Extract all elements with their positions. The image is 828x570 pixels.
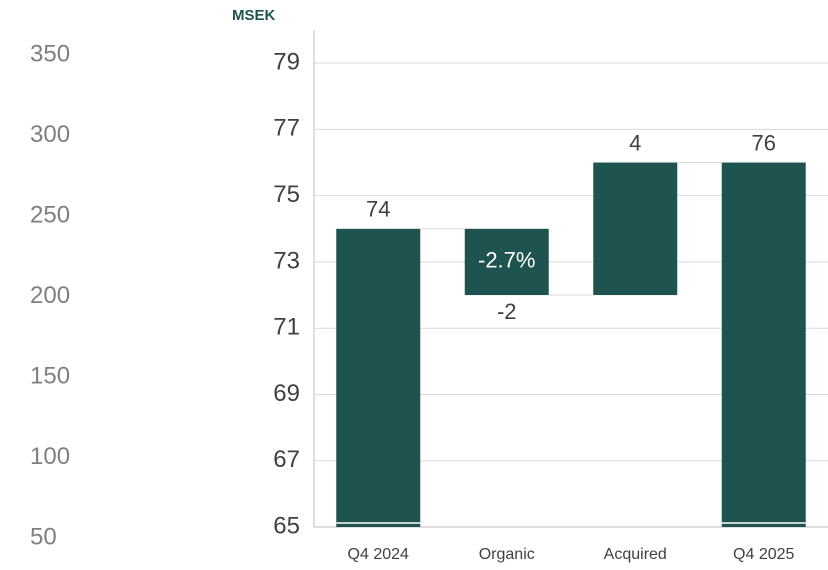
y2-tick-label: 100 xyxy=(30,443,70,470)
bar xyxy=(336,228,421,528)
y-tick-label: 79 xyxy=(273,48,300,75)
y2-tick-label: 250 xyxy=(30,201,70,228)
bar xyxy=(721,162,806,528)
value-label: 4 xyxy=(629,130,641,155)
annotation: -2.7% xyxy=(478,248,535,273)
y-tick-label: 77 xyxy=(273,115,300,142)
x-tick-label: Q4 2024 xyxy=(348,546,409,563)
x-tick-label: Organic xyxy=(479,546,535,563)
x-tick-label: Acquired xyxy=(604,546,667,563)
y2-tick-label: 350 xyxy=(30,40,70,67)
y2-tick-label: 200 xyxy=(30,282,70,309)
y-axis-label: MSEK xyxy=(232,7,276,24)
y-tick-label: 69 xyxy=(273,380,300,407)
y2-tick-label: 300 xyxy=(30,121,70,148)
y-tick-label: 73 xyxy=(273,247,300,274)
y-tick-label: 71 xyxy=(273,314,300,341)
x-tick-label: Q4 2025 xyxy=(733,546,794,563)
y2-tick-label: 50 xyxy=(30,523,57,550)
y-tick-label: 67 xyxy=(273,446,300,473)
y2-tick-label: 150 xyxy=(30,362,70,389)
value-label: 76 xyxy=(752,130,776,155)
bar xyxy=(593,162,678,296)
y-tick-label: 65 xyxy=(273,512,300,539)
value-label: 74 xyxy=(366,197,390,222)
value-label: -2 xyxy=(497,299,517,324)
bar xyxy=(464,228,549,296)
y-tick-label: 75 xyxy=(273,181,300,208)
